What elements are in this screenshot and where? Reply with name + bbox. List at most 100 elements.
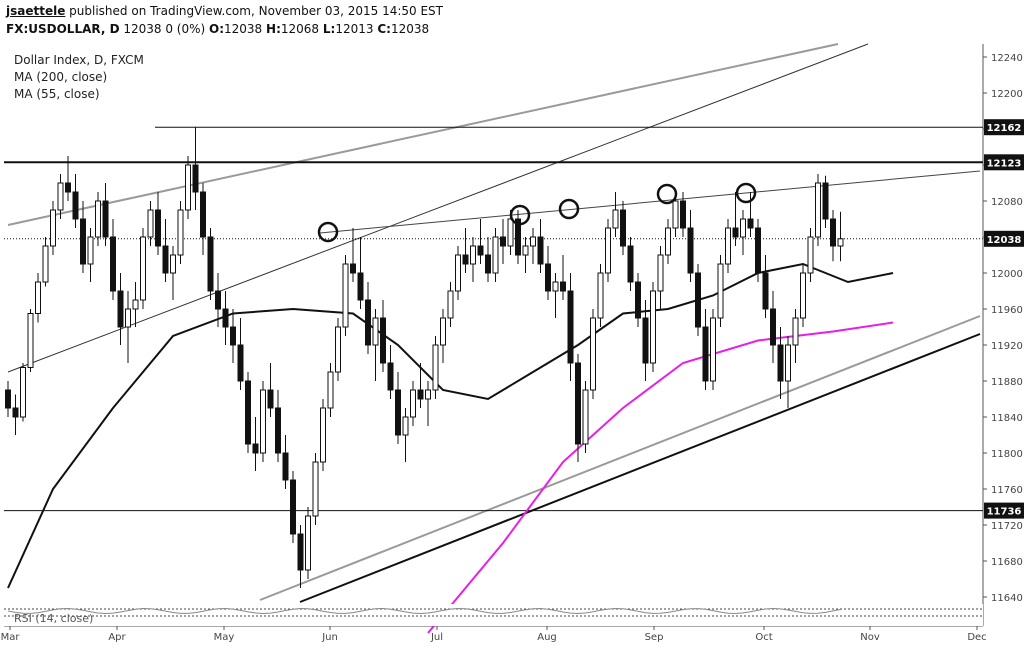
candle-body [290,479,296,535]
candle-body [822,182,829,220]
candle-body [777,344,784,382]
y-tick-label: 11880 [991,377,1023,388]
ma200-line [427,321,894,634]
candle-body [732,227,739,238]
candle-body [252,443,259,454]
candle-body [680,200,686,229]
candle-body [80,218,86,265]
candle-body [177,209,184,256]
y-tick-label: 11920 [991,341,1023,352]
chart-legend: Dollar Index, D, FXCM MA (200, close) MA… [14,52,144,103]
candle-body [455,254,461,292]
author-link[interactable]: jsaettele [6,4,66,18]
y-tick-label: 11840 [991,413,1023,424]
candle-body [545,263,551,292]
x-tick-label: May [214,632,235,643]
y-tick-label: 12200 [991,89,1023,100]
candle-body [447,290,454,319]
candle-body [672,200,679,229]
candle-body [627,245,634,283]
channel-upper-gray [7,43,839,226]
candle-body [110,236,116,292]
published-text: published on TradingView.com, November 0… [65,4,444,18]
candle-body [492,236,499,274]
candle-body [635,281,641,319]
low-label: L: [322,22,336,36]
x-tick-label: Jul [430,632,443,643]
candle-body [755,227,761,274]
candle-body [305,515,311,571]
x-tick-label: Oct [755,632,772,643]
candle-body [207,236,214,292]
x-tick-label: Sep [645,632,664,643]
candle-body [365,299,371,346]
candle-body [830,218,836,247]
rsi-line [7,607,841,615]
candle-body [132,299,139,310]
y-tick-label: 11800 [991,449,1023,460]
candle-body [710,317,716,382]
touch-circle [509,204,531,226]
candle-body [57,182,64,211]
y-tick-label: 11680 [991,557,1023,568]
price-label-text: 12038 [987,235,1022,246]
candle-body [417,389,424,400]
ohlc-line: FX:USDOLLAR, D 12038 0 (0%) O:12038 H:12… [6,20,443,38]
candle-body [477,245,484,256]
legend-title: Dollar Index, D, FXCM [14,53,144,67]
candle-body [807,236,814,274]
candle-body [837,238,844,247]
candle-body [462,254,469,265]
x-tick-label: Apr [108,632,126,643]
high-value: 12068 [280,22,320,36]
price-label-text: 12123 [987,158,1022,169]
rsi-label: RSI (14, close) [14,612,94,625]
candle-body [342,263,349,328]
candle-body [590,317,596,391]
channel-lower-gray [259,315,981,601]
channel-upper-thin [7,43,869,373]
candle-body [440,317,446,346]
candle-body [50,209,56,247]
candle-body [357,272,364,301]
candle-body [432,344,439,391]
publish-line: jsaettele published on TradingView.com, … [6,2,443,20]
candle-body [327,371,334,409]
resistance-trendline [319,170,981,234]
candle-body [725,227,731,265]
candle-body [170,254,176,274]
candle-body [642,317,649,364]
candle-body [312,461,319,517]
candle-body [87,236,94,265]
y-tick-label: 12080 [991,197,1023,208]
candle-body [335,326,341,373]
candle-body [717,263,724,319]
candle-body [605,227,611,274]
price-label-text: 12162 [987,123,1022,134]
y-tick-label: 11640 [991,593,1023,604]
candle-body [5,389,11,409]
x-tick-label: Mar [1,632,21,643]
candle-body [560,281,566,292]
candle-body [185,164,191,211]
candle-body [387,362,394,391]
candle-body [162,245,169,274]
candle-body [35,281,41,314]
close-label: C: [377,22,391,36]
candle-body [770,308,776,346]
candle-body [552,281,559,292]
chart-header: jsaettele published on TradingView.com, … [6,2,443,38]
candle-body [200,191,206,238]
candle-body [567,290,574,364]
candle-body [687,227,694,274]
x-tick-label: Nov [860,632,880,643]
candle-body [282,452,289,481]
candle-body [507,218,514,247]
candle-body [522,245,529,256]
candle-body [117,290,124,328]
candle-body [702,326,709,382]
candle-body [12,407,19,418]
y-tick-label: 11960 [991,305,1023,316]
candle-body [260,389,266,454]
